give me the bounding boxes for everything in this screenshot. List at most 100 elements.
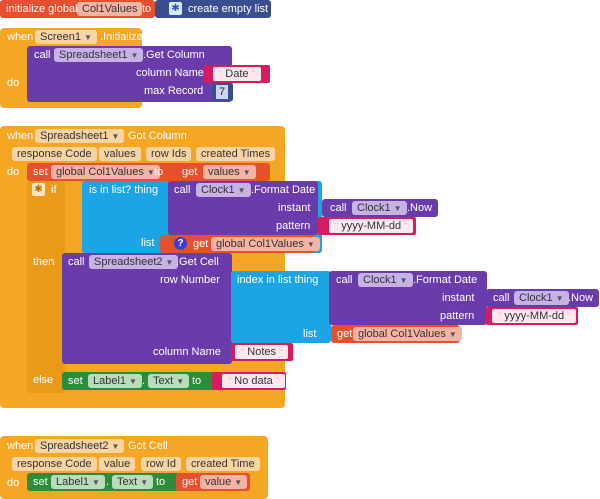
get-value-block[interactable]: get value ▼ [176,473,250,491]
component-text: Spreadsheet2 [40,440,109,452]
quote-icon: " [275,376,280,386]
param-created-time[interactable]: created Time [186,457,260,471]
value-dropdown[interactable]: value ▼ [200,475,248,489]
get-column-call-block[interactable]: call Spreadsheet1 ▼ .Get Column column Na… [27,46,232,102]
component-dropdown[interactable]: Spreadsheet1 ▼ [35,129,125,143]
clock-dropdown[interactable]: Clock1 ▼ [352,201,407,215]
call-label: call [330,202,347,214]
format-date-method: .Format Date [251,184,316,196]
notes-string-field[interactable]: " Notes " [235,345,289,359]
call-label: call [34,49,51,61]
notes-string-block[interactable]: " Notes " [231,343,293,361]
to-label: to [142,3,152,15]
global-var-dropdown[interactable]: global Col1Values ▼ [211,237,320,251]
chevron-down-icon: ▼ [555,294,564,303]
quote-icon: " [404,221,408,231]
target-component-dropdown[interactable]: Spreadsheet1 ▼ [54,48,144,62]
do-label: do [7,166,20,178]
component-dropdown[interactable]: Screen1 ▼ [35,30,97,44]
label-dropdown[interactable]: Label1 ▼ [88,374,142,388]
quote-icon: " [335,221,339,231]
chevron-down-icon: ▼ [448,330,457,339]
chevron-down-icon: ▼ [130,51,139,60]
init-global-block[interactable]: initialize global Col1Values to [0,0,155,18]
pattern-string-field[interactable]: " yyyy-MM-dd " [492,309,577,323]
number-block[interactable]: 7 [212,83,233,101]
get-global-block-2[interactable]: get global Col1Values ▼ [331,325,462,343]
label-component-text: Label1 [56,476,90,488]
number-field[interactable]: 7 [216,85,229,99]
call-label: call [68,256,85,268]
quote-icon: " [251,69,255,79]
chevron-down-icon: ▼ [399,276,408,285]
param-created-times[interactable]: created Times [196,147,276,161]
help-icon[interactable]: ? [174,237,187,250]
set-global-block[interactable]: set global Col1Values ▼ to get values ▼ [27,163,270,181]
property-dropdown[interactable]: Text ▼ [112,475,154,489]
values-dropdown[interactable]: values ▼ [203,165,256,179]
format-date-call-block-2[interactable]: call Clock1 ▼ .Format Date instant patter… [329,271,487,325]
set-label-text-block[interactable]: set Label1 ▼ . Text ▼ to [62,372,222,390]
pattern-string-text: yyyy-MM-dd [341,220,402,232]
create-empty-list-block[interactable]: ✱ create empty list [155,0,271,18]
label-dropdown[interactable]: Label1 ▼ [51,475,105,489]
sheet2-dropdown[interactable]: Spreadsheet2 ▼ [89,255,179,269]
param-values[interactable]: values [99,147,141,161]
quote-icon: " [228,376,232,386]
no-data-string-block[interactable]: " No data " [212,372,286,390]
set-label: set [68,375,83,387]
call-label: call [174,184,191,196]
get-global-block[interactable]: ? get global Col1Values ▼ [160,235,320,253]
mutator-gear-icon[interactable]: ✱ [32,183,45,196]
clock-now-block[interactable]: call Clock1 ▼ .Now [322,199,438,217]
date-string-block[interactable]: " Date " [204,65,270,83]
mutator-gear-icon[interactable]: ✱ [169,2,182,15]
notes-string-text: Notes [247,346,277,358]
clock-now-block-2[interactable]: call Clock1 ▼ .Now [486,289,599,307]
chevron-down-icon: ▼ [129,377,137,386]
clock-dropdown[interactable]: Clock1 ▼ [514,291,569,305]
if-then-else-block[interactable]: ✱ if then else [27,181,65,393]
chevron-down-icon: ▼ [165,258,174,267]
clock-dropdown[interactable]: Clock1 ▼ [196,183,251,197]
to-label: to [154,166,164,178]
set-label: set [33,476,48,488]
else-label: else [33,374,54,386]
do-label: do [7,77,20,89]
global-var-dropdown[interactable]: global Col1Values ▼ [353,327,462,341]
pattern-string-block-2[interactable]: " yyyy-MM-dd " [486,307,578,325]
chevron-down-icon: ▼ [111,442,120,451]
get-label: get [182,166,198,178]
get-cell-call-block[interactable]: call Spreadsheet2 ▼ .Get Cell row Number … [62,253,232,364]
clock-text: Clock1 [519,292,553,304]
instant-param: instant [442,292,475,304]
chevron-down-icon: ▼ [237,186,246,195]
column-name-param: column Name [153,346,221,358]
set-label: set [33,166,48,178]
clock-text: Clock1 [357,202,391,214]
param-row-ids[interactable]: row Ids [146,147,192,161]
param-response-code[interactable]: response Code [12,147,97,161]
set-label-text-block-2[interactable]: set Label1 ▼ . Text ▼ to [27,473,180,491]
event-name: Got Column [128,130,187,142]
param-value[interactable]: value [99,457,136,471]
component-dropdown[interactable]: Spreadsheet2 ▼ [35,439,125,453]
pattern-string-field[interactable]: " yyyy-MM-dd " [329,219,414,233]
param-response-code[interactable]: response Code [12,457,97,471]
date-string-field[interactable]: " Date " [213,67,261,81]
pattern-string-block[interactable]: " yyyy-MM-dd " [318,217,416,235]
format-date-call-block[interactable]: call Clock1 ▼ .Format Date instant patter… [168,181,318,235]
quote-icon: " [219,69,223,79]
variable-name-field[interactable]: Col1Values [77,2,143,16]
chevron-down-icon: ▼ [306,240,315,249]
column-name-param: column Name [136,67,204,79]
index-in-list-block[interactable]: index in list thing list [231,271,331,343]
chevron-down-icon: ▼ [176,377,185,386]
property-dropdown[interactable]: Text ▼ [148,374,190,388]
clock-dropdown[interactable]: Clock1 ▼ [358,273,413,287]
param-row-id[interactable]: row Id [141,457,181,471]
global-var-dropdown[interactable]: global Col1Values ▼ [51,165,160,179]
dot-separator: . [142,375,146,387]
no-data-string-field[interactable]: " No data " [222,374,286,388]
chevron-down-icon: ▼ [393,204,402,213]
